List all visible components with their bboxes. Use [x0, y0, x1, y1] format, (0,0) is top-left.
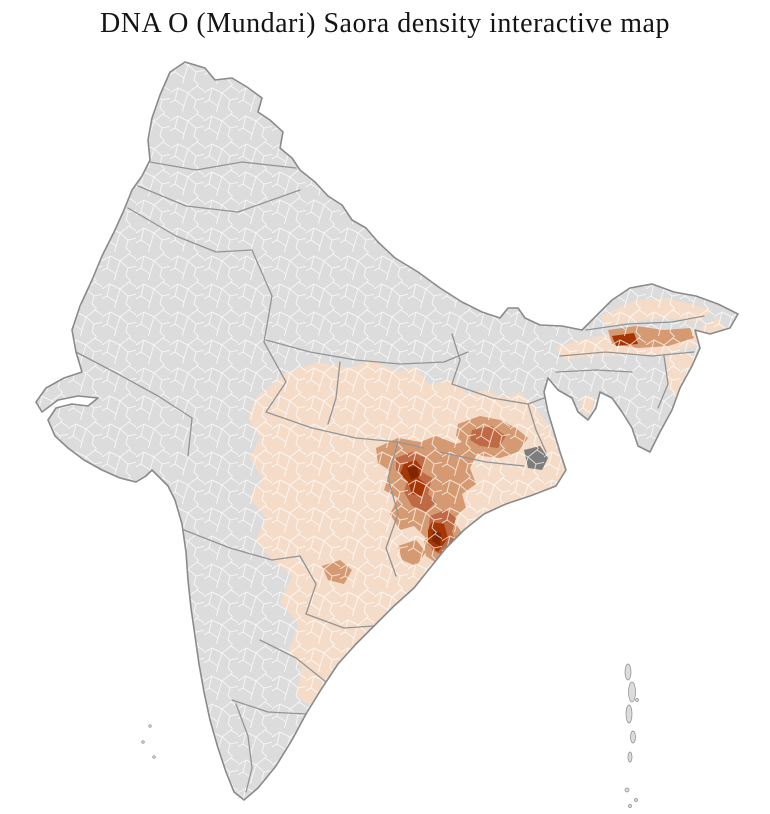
state-border-bengal-west — [527, 403, 547, 453]
island[interactable] — [627, 751, 633, 763]
island[interactable] — [634, 798, 638, 802]
island[interactable] — [628, 681, 636, 703]
district-borders-overlay — [36, 62, 738, 800]
island[interactable] — [628, 804, 632, 808]
state-border-karnataka-ap-south — [259, 639, 327, 683]
state-border-karnataka-telangana — [299, 555, 317, 615]
state-border-jharkhand-south — [439, 451, 525, 467]
state-border-assam-south — [559, 351, 695, 357]
island[interactable] — [625, 704, 633, 724]
island[interactable] — [635, 698, 639, 702]
state-border-assam-arunachal — [585, 315, 705, 331]
state-border-rajasthan-gujarat — [75, 351, 193, 457]
state-border-punjab-haryana — [127, 207, 253, 253]
island[interactable] — [152, 755, 156, 759]
state-border-maharashtra-karnataka — [183, 529, 301, 561]
island[interactable] — [148, 724, 152, 728]
state-border-jk-south — [149, 161, 297, 171]
state-border-jharkhand-north — [451, 383, 545, 405]
state-border-chhattisgarh-west — [385, 441, 399, 577]
state-border-rajasthan-east — [251, 249, 287, 413]
andaman-islands[interactable] — [624, 663, 639, 808]
lakshadweep-islands[interactable] — [141, 724, 156, 759]
state-border-mp-maharashtra — [265, 411, 425, 449]
state-border-himachal-south — [137, 185, 301, 213]
state-border-kerala-tn — [235, 703, 253, 793]
state-border-tn-north — [231, 699, 307, 715]
state-border-up-vertical — [327, 361, 341, 425]
island[interactable] — [630, 730, 636, 744]
state-border-nagaland-west — [657, 355, 669, 409]
island[interactable] — [624, 787, 630, 793]
island[interactable] — [624, 663, 632, 681]
island[interactable] — [141, 740, 145, 744]
state-border-meghalaya-north — [555, 369, 633, 373]
state-borders — [75, 161, 705, 793]
page-title: DNA O (Mundari) Saora density interactiv… — [100, 8, 670, 39]
state-border-telangana-ap — [305, 613, 375, 629]
state-border-up-mp — [265, 339, 469, 365]
state-border-bihar-west — [451, 333, 461, 385]
